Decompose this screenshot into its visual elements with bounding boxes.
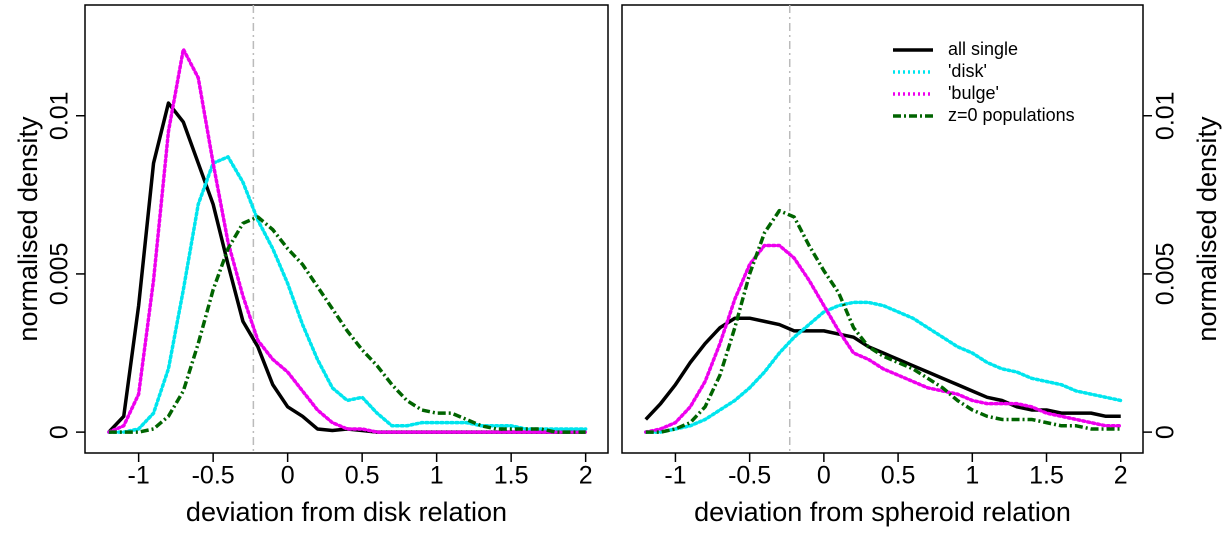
x-axis-label: deviation from disk relation <box>186 497 507 527</box>
x-tick-label: 1.5 <box>1029 462 1064 490</box>
x-tick-label: -1 <box>664 462 686 490</box>
x-tick-label: 0.5 <box>345 462 380 490</box>
y-tick-label: 0.005 <box>46 243 74 306</box>
series-line <box>644 243 1123 434</box>
x-tick-label: 0 <box>817 462 831 490</box>
x-tick-label: 0 <box>281 462 295 490</box>
plot-frame <box>621 4 1144 454</box>
x-tick-label: -0.5 <box>192 462 235 490</box>
y-tick-label: 0.01 <box>46 91 74 140</box>
y-axis-label: normalised density <box>13 116 43 342</box>
y-tick-label: 0.005 <box>1152 243 1180 306</box>
y-tick-label: 0 <box>46 425 74 439</box>
legend-label: 'disk' <box>948 61 987 81</box>
x-tick-label: 0.5 <box>881 462 916 490</box>
y-tick-label: 0.01 <box>1152 91 1180 140</box>
x-tick-label: 2 <box>579 462 593 490</box>
series-line <box>645 208 1121 434</box>
legend-label: all single <box>948 39 1018 59</box>
x-tick-label: -1 <box>128 462 150 490</box>
x-tick-label: 1 <box>430 462 444 490</box>
x-tick-label: 1 <box>965 462 979 490</box>
y-axis-label: normalised density <box>1192 116 1222 342</box>
x-tick-label: 2 <box>1114 462 1128 490</box>
x-tick-label: 1.5 <box>494 462 529 490</box>
series-line <box>107 155 588 434</box>
legend-label: z=0 populations <box>948 105 1075 125</box>
series-line <box>107 101 586 434</box>
series-line <box>107 47 588 434</box>
x-axis-label: deviation from spheroid relation <box>694 497 1071 527</box>
legend-label: 'bulge' <box>948 83 999 103</box>
plot-frame <box>84 4 609 454</box>
series-line <box>644 300 1123 434</box>
x-tick-label: -0.5 <box>728 462 771 490</box>
y-tick-label: 0 <box>1152 425 1180 439</box>
series-line <box>108 215 586 434</box>
